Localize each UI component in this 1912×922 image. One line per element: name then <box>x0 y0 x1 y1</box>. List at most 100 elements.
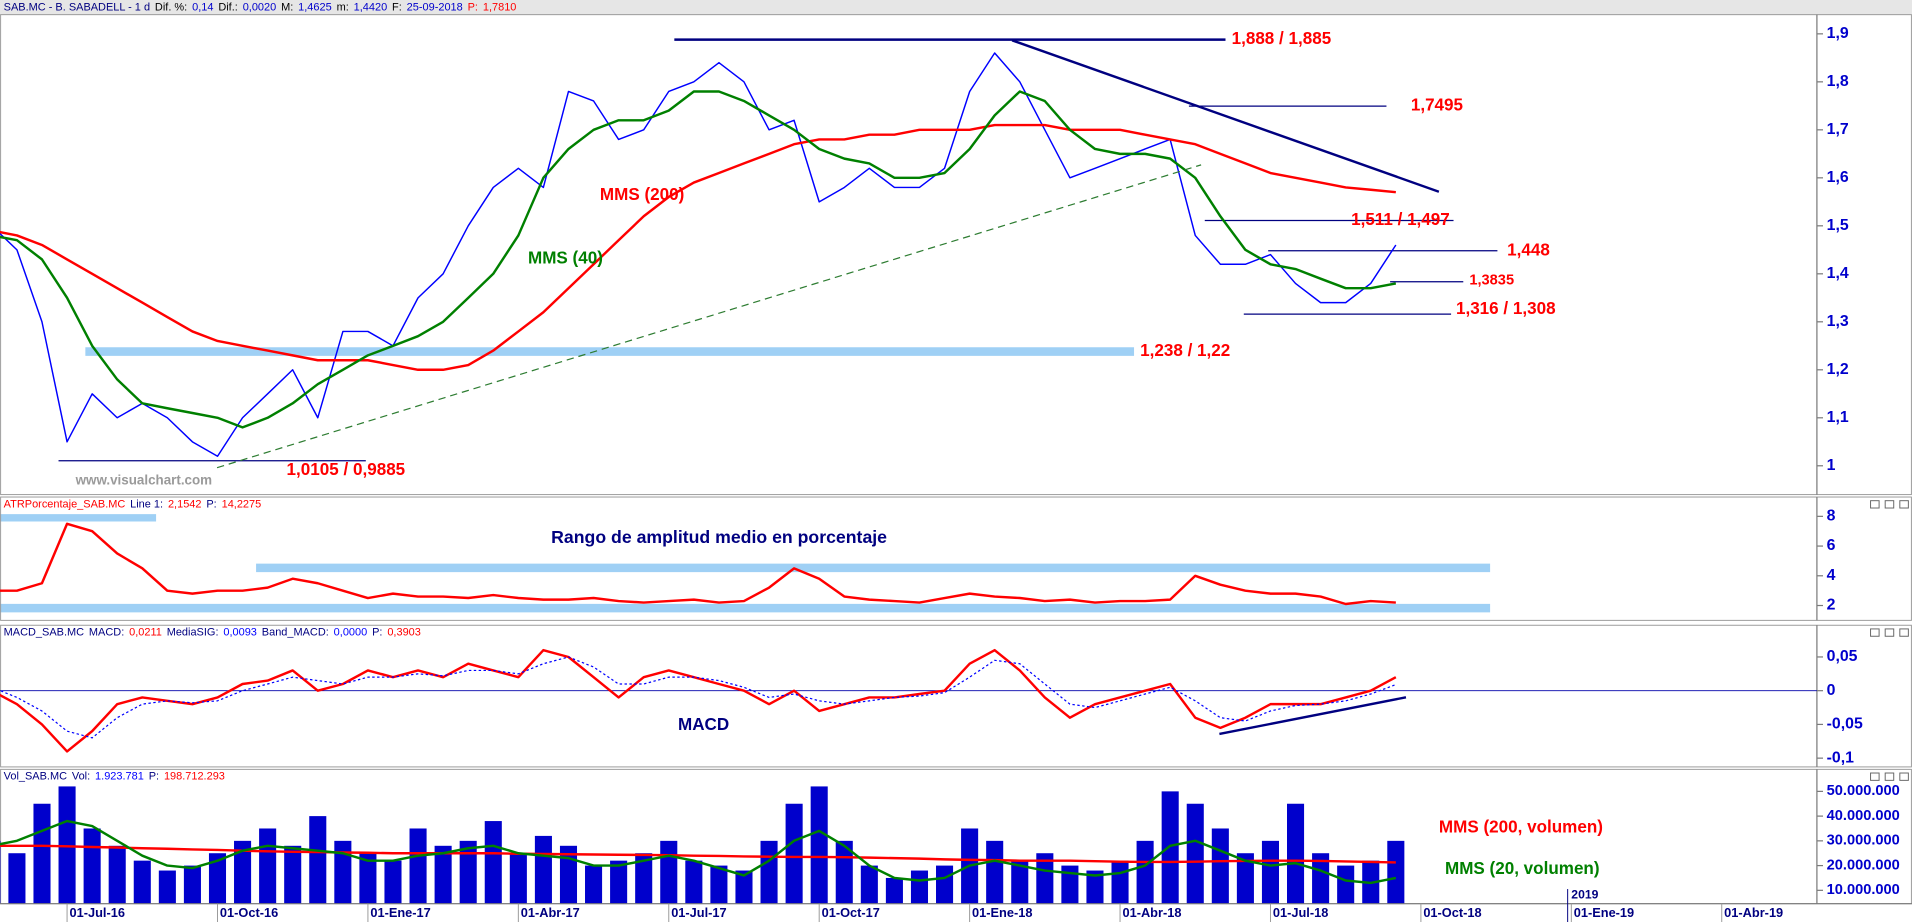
volume-bar <box>610 860 628 904</box>
series-label: MMS (200, volumen) <box>1439 817 1603 836</box>
volume-bar <box>83 828 101 904</box>
annotation: www.visualchart.com <box>75 473 213 488</box>
panel-frame <box>0 14 1912 496</box>
header-item: Line 1: <box>130 498 163 510</box>
x-tick-label: 01-Abr-18 <box>1122 905 1181 920</box>
button <box>1884 628 1895 637</box>
header-item: 0,0000 <box>334 626 368 638</box>
volume-bar <box>785 803 803 904</box>
header-item: 2,1542 <box>168 498 202 510</box>
volume-bar <box>384 860 402 904</box>
y-tick-label: 1 <box>1827 457 1836 474</box>
volume-bar <box>660 840 678 904</box>
y-tick-label: 50.000.000 <box>1827 783 1900 799</box>
level-label: 1,0105 / 0,9885 <box>287 460 406 479</box>
header-item: 0,0020 <box>243 1 277 13</box>
panel-frame <box>0 624 1912 768</box>
x-tick-label: 01-Ene-18 <box>972 905 1032 920</box>
header-item: MediaSIG: <box>167 626 219 638</box>
y-tick-label: -0,1 <box>1827 749 1854 766</box>
y-tick-label: 1,5 <box>1827 217 1849 234</box>
volume-bar <box>1036 853 1054 904</box>
y-tick-label: 8 <box>1827 508 1836 525</box>
volume-bar <box>1186 803 1204 904</box>
level-label: 1,888 / 1,885 <box>1232 29 1332 48</box>
series-line <box>0 123 1396 372</box>
volume-bar <box>33 803 51 904</box>
x-tick-label: 01-Ene-19 <box>1574 905 1634 920</box>
y-tick-label: 1,6 <box>1827 169 1849 186</box>
volume-bar <box>534 835 552 904</box>
x-tick-label: 01-Jul-17 <box>671 905 726 920</box>
level-label: 1,3835 <box>1469 272 1514 288</box>
trend-line <box>1011 39 1440 193</box>
header-item: MACD_SAB.MC <box>4 626 84 638</box>
level-label: 1,316 / 1,308 <box>1456 299 1556 318</box>
volume-bar <box>108 845 126 904</box>
series-label: MMS (20, volumen) <box>1445 859 1600 878</box>
volume-bar <box>409 828 427 904</box>
volume-bar <box>936 865 954 904</box>
button <box>1899 500 1909 509</box>
series-line <box>0 522 1396 606</box>
header-item: 198.712.293 <box>164 771 225 783</box>
volume-bar <box>208 853 227 904</box>
button <box>1870 772 1880 781</box>
y-tick-label: 0 <box>1827 682 1836 699</box>
volume-bar <box>484 821 502 904</box>
header-item: Band_MACD: <box>262 626 329 638</box>
x-tick-label: 01-Oct-17 <box>822 905 880 920</box>
volume-bar <box>986 840 1004 904</box>
volume-bar <box>585 865 603 904</box>
volume-bar <box>760 840 778 904</box>
x-tick-label: 01-Jul-16 <box>70 905 125 920</box>
volume-bar <box>359 853 377 904</box>
volume-bar <box>334 840 352 904</box>
volume-bar <box>1011 860 1029 904</box>
series-label: MACD <box>678 715 729 734</box>
x-tick-label: 01-Oct-18 <box>1423 905 1481 920</box>
volume-bar <box>1261 840 1280 904</box>
volume-bar <box>1211 828 1229 904</box>
header-item: Dif.: <box>218 1 238 13</box>
y-tick-label: -0,05 <box>1827 716 1863 733</box>
y-tick-label: 1,2 <box>1827 361 1849 378</box>
volume-bar <box>259 828 277 904</box>
header-item: Vol: <box>72 771 90 783</box>
series-line <box>0 844 1396 864</box>
volume-bar <box>1236 853 1254 904</box>
volume-bar <box>885 877 903 904</box>
y-tick-label: 1,7 <box>1827 121 1849 138</box>
volume-bar <box>1136 840 1154 904</box>
volume-bar <box>133 860 151 904</box>
header-item: 0,0211 <box>129 626 162 638</box>
header-item: 1,4420 <box>354 1 388 13</box>
button <box>1899 772 1909 781</box>
volume-bar <box>8 853 26 904</box>
level-label: 1,7495 <box>1411 96 1464 115</box>
header-item: 1,4625 <box>298 1 332 13</box>
volume-bar <box>735 870 753 904</box>
header-item: SAB.MC - B. SABADELL - 1 d <box>4 1 150 13</box>
level-label: 1,238 / 1,22 <box>1140 341 1230 360</box>
y-tick-label: 1,8 <box>1827 73 1849 90</box>
trend-line <box>216 164 1202 469</box>
year-label: 2019 <box>1571 887 1598 901</box>
overlay <box>216 39 1909 781</box>
volume-bar <box>1086 870 1104 904</box>
annotation: Rango de amplitud medio en porcentaje <box>551 527 887 547</box>
y-tick-label: 40.000.000 <box>1827 808 1900 824</box>
header-item: 14,2275 <box>222 498 262 510</box>
volume-bar <box>284 845 302 904</box>
header-item: 0,0093 <box>223 626 257 638</box>
button <box>1899 628 1909 637</box>
y-tick-label: 1,4 <box>1827 265 1849 282</box>
y-tick-label: 6 <box>1827 537 1836 554</box>
series-line <box>0 819 1397 885</box>
button <box>1870 628 1880 637</box>
panel-header: Vol_SAB.MC Vol: 1.923.781 P: 198.712.293 <box>4 771 225 783</box>
x-tick-label: 01-Oct-16 <box>220 905 278 920</box>
